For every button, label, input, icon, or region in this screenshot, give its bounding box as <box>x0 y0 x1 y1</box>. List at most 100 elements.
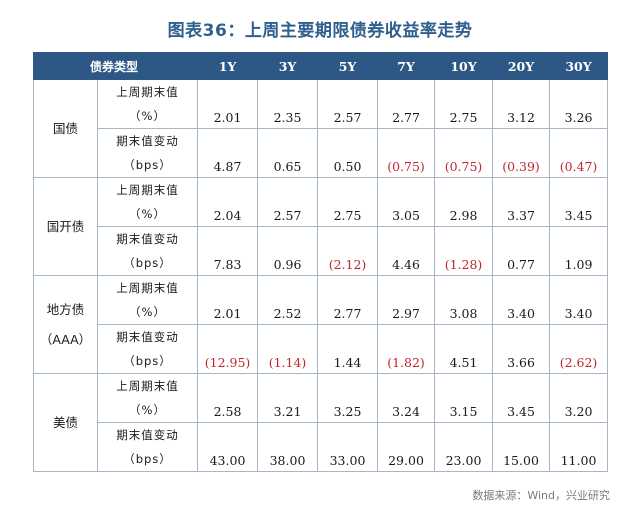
value-cell: 2.04 <box>197 177 259 227</box>
metric-cell: 期末值变动 （bps） <box>96 226 199 276</box>
type-header: 债券类型 <box>32 52 199 80</box>
value-cell: 11.00 <box>549 422 609 472</box>
metric-label: 上周期末值 <box>116 85 179 99</box>
column-header: 5Y <box>317 52 379 80</box>
value-cell: 2.01 <box>197 275 259 325</box>
value-cell: (2.62) <box>549 324 609 374</box>
value-cell: 29.00 <box>377 422 436 472</box>
value-cell: 2.75 <box>434 79 494 129</box>
table-row: 美债 上周期末值 （%） 2.58 3.21 3.25 3.24 3.15 3.45 3.20 <box>33 373 609 472</box>
column-header: 10Y <box>434 52 494 80</box>
metric-cell: 上周期末值 （%） <box>96 373 199 423</box>
value-cell: 3.21 <box>257 373 319 423</box>
metric-cell: 期末值变动 （bps） <box>96 324 199 374</box>
bond-type-cell: 国开债 <box>33 177 98 276</box>
value-cell: 33.00 <box>317 422 379 472</box>
metric-label: 上周期末值 <box>116 379 179 393</box>
table-row: 期末值变动 （bps） 4.87 0.65 0.50 (0.75) (0.75) (0.39)… <box>34 128 609 178</box>
metric-label: 期末值变动 <box>116 428 179 442</box>
header-row: 债券类型 1Y 3Y 5Y 7Y 10Y 20Y 30Y <box>32 52 609 80</box>
value-cell: 38.00 <box>257 422 319 472</box>
value-cell: 0.65 <box>257 128 319 178</box>
value-cell: (2.12) <box>317 226 379 276</box>
metric-label: （bps） <box>123 158 172 172</box>
value-cell: 1.09 <box>549 226 609 276</box>
bond-type-cell: 国债 <box>33 79 98 178</box>
value-cell: 3.45 <box>492 373 551 423</box>
table-row: 国开债 上周期末值 （%） 2.04 2.57 2.75 3.05 2.98 3.37 3.45 <box>33 177 609 276</box>
value-cell: 4.51 <box>434 324 494 374</box>
value-cell: 4.87 <box>197 128 259 178</box>
column-header: 3Y <box>257 52 319 80</box>
value-cell: 7.83 <box>197 226 259 276</box>
metric-label: （bps） <box>123 354 172 368</box>
column-header: 20Y <box>492 52 551 80</box>
value-cell: 4.46 <box>377 226 436 276</box>
metric-label: （%） <box>129 305 166 319</box>
figure-title: 图表36：上周主要期限债券收益率走势 <box>167 21 473 41</box>
value-cell: (1.28) <box>434 226 494 276</box>
value-cell: 3.24 <box>377 373 436 423</box>
value-cell: 3.05 <box>377 177 436 227</box>
value-cell: 2.35 <box>257 79 319 129</box>
value-cell: 3.37 <box>492 177 551 227</box>
metric-label: （bps） <box>123 452 172 466</box>
value-cell: 2.52 <box>257 275 319 325</box>
value-cell: (1.14) <box>257 324 319 374</box>
value-cell: (0.47) <box>549 128 609 178</box>
metric-label: 上周期末值 <box>116 281 179 295</box>
metric-label: （bps） <box>123 256 172 270</box>
table-row: 期末值变动 （bps） 7.83 0.96 (2.12) 4.46 (1.28) 0.77 1.… <box>34 226 609 276</box>
value-cell: 3.25 <box>317 373 379 423</box>
value-cell: 2.01 <box>197 79 259 129</box>
value-cell: 2.77 <box>317 275 379 325</box>
value-cell: 3.26 <box>549 79 609 129</box>
value-cell: 3.66 <box>492 324 551 374</box>
column-header: 7Y <box>377 52 436 80</box>
column-header: 1Y <box>197 52 259 80</box>
value-cell: 2.77 <box>377 79 436 129</box>
bond-type-cell: 美债 <box>33 373 98 472</box>
value-cell: (0.75) <box>377 128 436 178</box>
column-header: 30Y <box>549 52 609 80</box>
value-cell: 43.00 <box>197 422 259 472</box>
bond-type-label: 国债 <box>52 120 78 136</box>
value-cell: 3.45 <box>549 177 609 227</box>
metric-cell: 期末值变动 （bps） <box>96 422 199 472</box>
bond-type-label: 地方债 <box>46 301 85 317</box>
metric-label: 期末值变动 <box>116 232 179 246</box>
value-cell: 3.12 <box>492 79 551 129</box>
value-cell: 23.00 <box>434 422 494 472</box>
bond-type-label: 美债 <box>52 414 78 430</box>
value-cell: (1.82) <box>377 324 436 374</box>
yield-table: 债券类型 1Y 3Y 5Y 7Y 10Y 20Y 30Y 国债 上周期末值 （%） 2… <box>32 52 609 472</box>
metric-label: （%） <box>129 109 166 123</box>
metric-cell: 上周期末值 （%） <box>96 275 199 325</box>
value-cell: 2.58 <box>197 373 259 423</box>
value-cell: 0.77 <box>492 226 551 276</box>
source-note: 数据来源：Wind，兴业研究 <box>472 489 610 502</box>
table-row: 国债 上周期末值 （%） 2.01 2.35 2.57 2.77 2.75 3.12 3.26 <box>33 79 609 178</box>
value-cell: 2.57 <box>257 177 319 227</box>
table-row: 期末值变动 （bps） (12.95) (1.14) 1.44 (1.82) 4.51 3.6… <box>34 324 609 374</box>
value-cell: 1.44 <box>317 324 379 374</box>
value-cell: 3.40 <box>549 275 609 325</box>
metric-label: （%） <box>129 207 166 221</box>
metric-cell: 上周期末值 （%） <box>96 177 199 227</box>
table-row: 期末值变动 （bps） 43.00 38.00 33.00 29.00 23.00 15.00… <box>34 422 609 472</box>
value-cell: 3.08 <box>434 275 494 325</box>
metric-label: 期末值变动 <box>116 330 179 344</box>
metric-cell: 上周期末值 （%） <box>96 79 199 129</box>
value-cell: 2.57 <box>317 79 379 129</box>
metric-cell: 期末值变动 （bps） <box>96 128 199 178</box>
table-body: 国债 上周期末值 （%） 2.01 2.35 2.57 2.77 2.75 3.12 3.26 期末… <box>33 79 609 472</box>
value-cell: 0.50 <box>317 128 379 178</box>
table-row: 地方债 （AAA） 上周期末值 （%） 2.01 2.52 2.77 2.97 3.08 3.40… <box>33 275 609 374</box>
value-cell: 3.20 <box>549 373 609 423</box>
bond-type-label: 国开债 <box>46 218 85 234</box>
metric-label: 上周期末值 <box>116 183 179 197</box>
value-cell: 3.40 <box>492 275 551 325</box>
bond-type-label: （AAA） <box>39 331 92 347</box>
value-cell: (12.95) <box>197 324 259 374</box>
